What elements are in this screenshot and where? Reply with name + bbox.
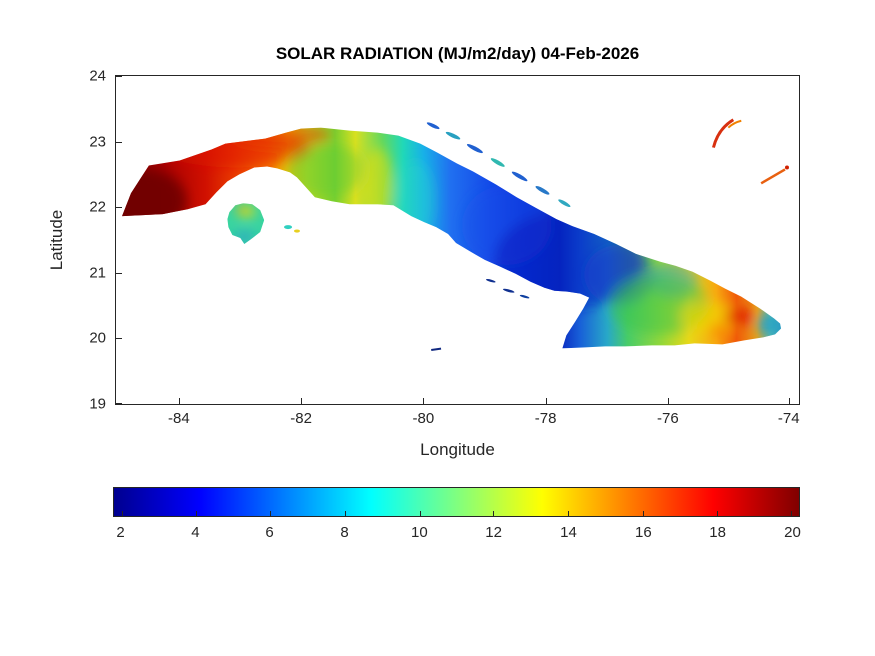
colorbar-tick-mark xyxy=(493,511,495,516)
colorbar-tick-label: 18 xyxy=(709,524,726,541)
x-tick-mark xyxy=(788,398,790,404)
colorbar-tick-mark xyxy=(121,511,123,516)
y-tick-mark xyxy=(116,272,122,274)
colorbar-tick-mark xyxy=(716,511,718,516)
chart-title: SOLAR RADIATION (MJ/m2/day) 04-Feb-2026 xyxy=(275,44,640,63)
colorbar-tick-label: 20 xyxy=(784,524,801,541)
colorbar-tick-label: 10 xyxy=(411,524,428,541)
x-tick-label: -84 xyxy=(167,410,190,427)
x-tick-label: -74 xyxy=(777,410,800,427)
colorbar-tick-label: 16 xyxy=(635,524,652,541)
x-tick-label: -78 xyxy=(534,410,557,427)
y-tick-mark xyxy=(116,207,122,209)
colorbar-tick-label: 12 xyxy=(485,524,502,541)
y-tick-mark xyxy=(116,403,122,404)
x-tick-mark xyxy=(667,398,669,404)
colorbar-tick-mark xyxy=(196,511,198,516)
plot-area: -84 -82 -80 -78 -76 -74 24 23 22 21 20 1… xyxy=(89,68,800,427)
colorbar xyxy=(113,487,800,517)
northern-keys xyxy=(426,122,571,208)
x-tick-label: -82 xyxy=(290,410,312,427)
x-tick-label: -76 xyxy=(657,410,679,427)
y-tick-label: 23 xyxy=(89,133,106,151)
colorbar-tick-mark xyxy=(568,511,570,516)
northeast-cays xyxy=(711,118,789,185)
colorbar-tick-label: 8 xyxy=(340,524,349,541)
y-tick-mark xyxy=(116,141,122,143)
colorbar-tick-label: 4 xyxy=(191,524,200,541)
y-tick-mark xyxy=(116,338,122,340)
colorbar-tick-label: 14 xyxy=(560,524,577,541)
cuba-main-island xyxy=(122,127,782,349)
small-cays xyxy=(284,225,300,233)
y-axis-label: Latitude xyxy=(47,209,66,271)
x-tick-mark xyxy=(301,398,303,404)
y-tick-label: 21 xyxy=(89,264,106,282)
colorbar-tick-mark xyxy=(270,511,272,516)
x-tick-mark xyxy=(423,398,425,404)
y-tick-label: 24 xyxy=(89,67,106,85)
colorbar-tick-mark xyxy=(642,511,644,516)
y-tick-label: 20 xyxy=(89,329,106,347)
colorbar-tick-mark xyxy=(419,511,421,516)
x-tick-mark xyxy=(178,398,180,404)
cuba-solar-radiation-map xyxy=(122,118,789,352)
y-tick-label: 19 xyxy=(89,395,106,413)
southern-keys xyxy=(431,279,530,352)
isla-de-la-juventud xyxy=(227,203,265,244)
x-axis-label: Longitude xyxy=(420,440,495,459)
colorbar-tick-mark xyxy=(344,511,346,516)
x-tick-label: -80 xyxy=(412,410,435,427)
y-tick-label: 22 xyxy=(89,198,106,216)
colorbar-tick-label: 6 xyxy=(265,524,274,541)
x-tick-mark xyxy=(545,398,547,404)
colorbar-tick-label: 2 xyxy=(116,524,125,541)
y-tick-mark xyxy=(116,76,122,77)
colorbar-tick-mark xyxy=(791,511,793,516)
